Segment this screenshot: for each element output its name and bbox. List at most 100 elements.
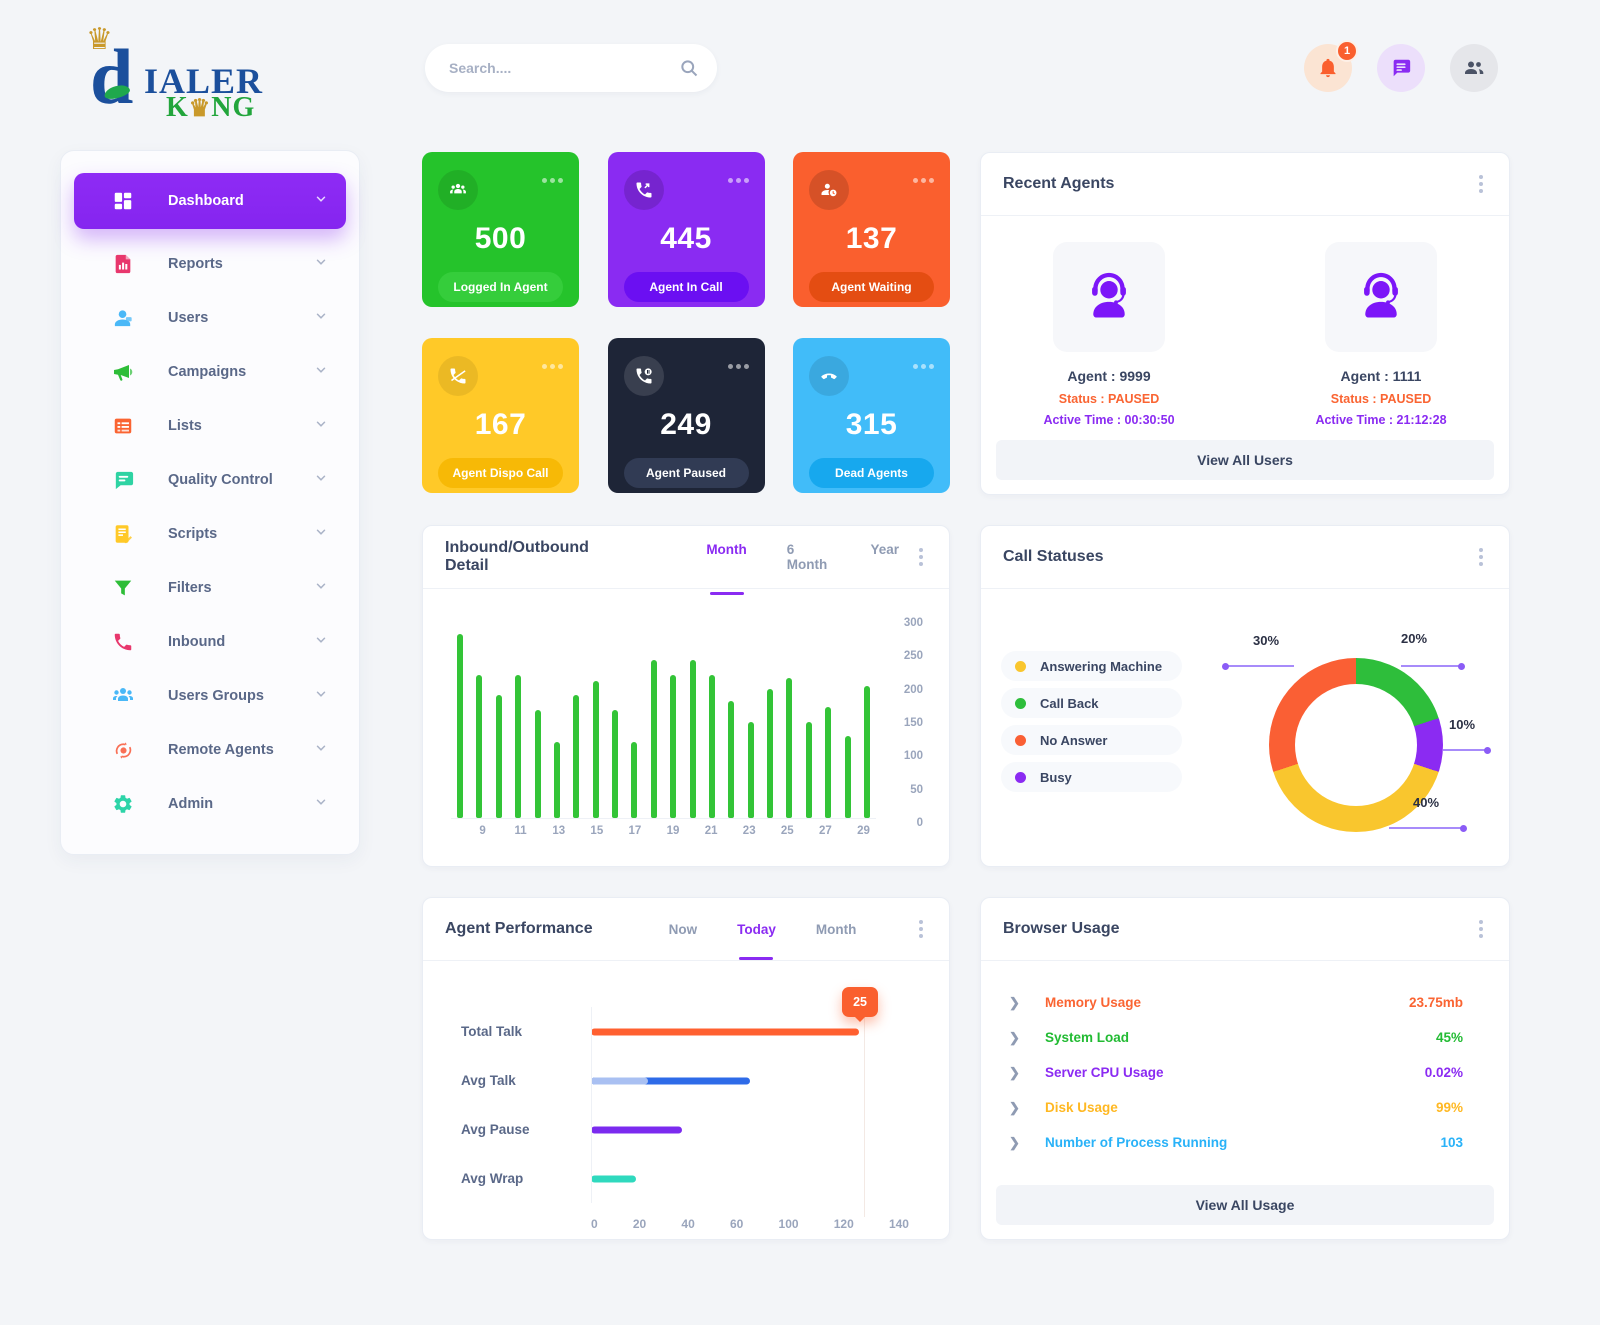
sidebar-item-inbound[interactable]: Inbound bbox=[74, 615, 346, 669]
tab-year[interactable]: Year bbox=[870, 542, 899, 557]
bar-day-10[interactable] bbox=[495, 695, 502, 818]
donut-label-busy: 10% bbox=[1449, 717, 1476, 732]
agent-headset-avatar[interactable] bbox=[1053, 242, 1165, 352]
usage-row-system-load[interactable]: ❯ System Load 45% bbox=[991, 1020, 1499, 1055]
sidebar-item-filters[interactable]: Filters bbox=[74, 561, 346, 615]
view-all-usage-button[interactable]: View All Usage bbox=[996, 1185, 1494, 1225]
tab-month[interactable]: Month bbox=[815, 921, 857, 937]
bar-day-17[interactable] bbox=[631, 742, 638, 818]
stat-card-agent-paused[interactable]: 249 Agent Paused bbox=[607, 338, 765, 493]
tab-today[interactable]: Today bbox=[721, 900, 792, 959]
kebab-menu-icon[interactable] bbox=[1475, 544, 1487, 570]
bar-chart: 9 11 13 15 17 19 21 23 25 27 29 300 250 200 150 100 50 0 bbox=[423, 589, 949, 866]
bar-day-22[interactable] bbox=[728, 701, 735, 818]
sidebar-item-admin[interactable]: Admin bbox=[74, 777, 346, 831]
x-tick-label: 15 bbox=[590, 825, 604, 837]
tab-now[interactable]: Now bbox=[668, 921, 698, 937]
bar-day-8[interactable] bbox=[457, 634, 463, 818]
hbar[interactable] bbox=[591, 1077, 750, 1084]
sidebar-item-campaigns[interactable]: Campaigns bbox=[74, 345, 346, 399]
bar-day-12[interactable] bbox=[534, 710, 541, 818]
admin-icon bbox=[110, 791, 136, 817]
card-options-icon[interactable] bbox=[913, 364, 934, 369]
sidebar-item-users-groups[interactable]: Users Groups bbox=[74, 669, 346, 723]
notification-badge: 1 bbox=[1336, 40, 1358, 62]
hbar[interactable] bbox=[591, 1175, 637, 1182]
usage-row-server-cpu-usage[interactable]: ❯ Server CPU Usage 0.02% bbox=[991, 1055, 1499, 1090]
bar-day-18[interactable] bbox=[650, 660, 657, 818]
sidebar-item-reports[interactable]: Reports bbox=[74, 237, 346, 291]
bar-day-26[interactable] bbox=[805, 722, 812, 818]
bar-day-16[interactable] bbox=[612, 710, 618, 818]
x-tick-label bbox=[533, 825, 546, 837]
bar-day-23[interactable] bbox=[747, 722, 754, 818]
hbar[interactable] bbox=[591, 1126, 682, 1133]
sidebar-item-dashboard[interactable]: Dashboard bbox=[74, 173, 346, 229]
chevron-right-icon: ❯ bbox=[1009, 1064, 1020, 1080]
bar-day-25[interactable] bbox=[786, 678, 793, 818]
card-options-icon[interactable] bbox=[727, 178, 749, 183]
legend-busy[interactable]: Busy bbox=[1001, 762, 1183, 792]
hbar[interactable] bbox=[591, 1028, 860, 1035]
dialer-king-logo[interactable]: ♛ d IALER K♛NG bbox=[78, 20, 298, 123]
sidebar-item-scripts[interactable]: Scripts bbox=[74, 507, 346, 561]
stat-card-dead-agents[interactable]: 315 Dead Agents bbox=[793, 338, 950, 493]
bar-day-21[interactable] bbox=[708, 675, 715, 818]
legend-call-back[interactable]: Call Back bbox=[1001, 688, 1183, 718]
tab-month[interactable]: Month bbox=[690, 520, 762, 594]
bar-day-9[interactable] bbox=[476, 675, 483, 818]
bar-day-15[interactable] bbox=[592, 681, 599, 818]
agent-headset-avatar[interactable] bbox=[1325, 242, 1437, 352]
usage-row-memory-usage[interactable]: ❯ Memory Usage 23.75mb bbox=[991, 985, 1499, 1020]
sidebar-item-remote-agents[interactable]: Remote Agents bbox=[74, 723, 346, 777]
x-tick-label bbox=[609, 825, 622, 837]
stat-card-agent-in-call[interactable]: 445 Agent In Call bbox=[607, 152, 765, 307]
bar-day-27[interactable] bbox=[825, 707, 832, 818]
sidebar-item-quality-control[interactable]: Quality Control bbox=[74, 453, 346, 507]
kebab-menu-icon[interactable] bbox=[915, 916, 927, 942]
kebab-menu-icon[interactable] bbox=[915, 544, 927, 570]
card-options-icon[interactable] bbox=[542, 178, 563, 183]
bar-day-24[interactable] bbox=[767, 689, 773, 818]
chevron-down-icon bbox=[314, 525, 328, 544]
sidebar-item-lists[interactable]: Lists bbox=[74, 399, 346, 453]
users-button[interactable] bbox=[1450, 44, 1498, 92]
bar-day-14[interactable] bbox=[573, 695, 580, 818]
panel-title: Recent Agents bbox=[1003, 175, 1115, 192]
sidebar-item-users[interactable]: Users bbox=[74, 291, 346, 345]
usage-label: Disk Usage bbox=[1045, 1100, 1118, 1115]
messages-button[interactable] bbox=[1377, 44, 1425, 92]
x-tick-label: 60 bbox=[729, 1217, 744, 1231]
bar-day-19[interactable] bbox=[670, 675, 677, 818]
tab-6-month[interactable]: 6 Month bbox=[786, 542, 828, 572]
donut-label-no-answer: 30% bbox=[1253, 633, 1280, 648]
x-tick-label: 29 bbox=[857, 825, 870, 837]
search-icon[interactable] bbox=[679, 58, 699, 78]
notifications-button[interactable]: 1 bbox=[1304, 40, 1358, 92]
bar-day-29[interactable] bbox=[863, 686, 870, 818]
bar-day-28[interactable] bbox=[844, 736, 851, 818]
card-options-icon[interactable] bbox=[727, 364, 749, 369]
view-all-users-button[interactable]: View All Users bbox=[996, 440, 1494, 480]
bar-day-13[interactable] bbox=[553, 742, 560, 818]
kebab-menu-icon[interactable] bbox=[1475, 916, 1487, 942]
card-options-icon[interactable] bbox=[542, 364, 563, 369]
kebab-menu-icon[interactable] bbox=[1475, 171, 1487, 197]
usage-row-disk-usage[interactable]: ❯ Disk Usage 99% bbox=[991, 1090, 1499, 1125]
card-options-icon[interactable] bbox=[913, 178, 934, 183]
x-tick-label: 100 bbox=[778, 1217, 799, 1231]
search-input[interactable] bbox=[449, 60, 679, 76]
stat-value: 500 bbox=[474, 222, 527, 255]
legend-answering-machine[interactable]: Answering Machine bbox=[1001, 651, 1183, 681]
stat-card-agent-dispo-call[interactable]: 167 Agent Dispo Call bbox=[422, 338, 579, 493]
y-tick-label: 200 bbox=[903, 683, 923, 696]
stat-card-logged-in-agent[interactable]: 500 Logged In Agent bbox=[422, 152, 579, 307]
bar-day-11[interactable] bbox=[515, 675, 522, 818]
usage-label: Memory Usage bbox=[1045, 995, 1142, 1010]
hbar-row-avg-pause: Avg Pause bbox=[461, 1105, 909, 1154]
bar-day-20[interactable] bbox=[689, 660, 696, 818]
usage-row-number-of-process-running[interactable]: ❯ Number of Process Running 103 bbox=[991, 1125, 1499, 1160]
stat-card-agent-waiting[interactable]: 137 Agent Waiting bbox=[793, 152, 950, 307]
agent-performance-panel: Agent Performance Now Today Month Total Ta… bbox=[422, 897, 950, 1240]
legend-no-answer[interactable]: No Answer bbox=[1001, 725, 1183, 755]
